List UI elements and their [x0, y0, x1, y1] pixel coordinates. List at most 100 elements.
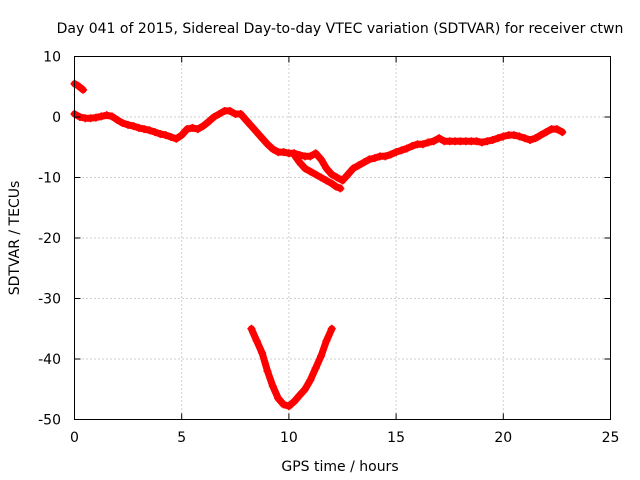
- data-point: [477, 138, 486, 147]
- data-point: [252, 128, 261, 137]
- y-tick-label: -10: [38, 171, 61, 187]
- data-point: [102, 111, 111, 120]
- data-point: [306, 167, 315, 176]
- data-point: [263, 140, 272, 149]
- data-point: [258, 348, 267, 357]
- data-point: [172, 134, 181, 143]
- data-point: [359, 158, 368, 167]
- data-point: [386, 150, 395, 159]
- data-point: [520, 134, 529, 143]
- data-point: [327, 324, 336, 333]
- data-point: [332, 182, 341, 191]
- chart-title: Day 041 of 2015, Sidereal Day-to-day VTE…: [57, 21, 624, 37]
- tick-layer: [74, 56, 611, 420]
- data-point: [279, 400, 288, 409]
- data-point: [418, 140, 427, 149]
- y-tick-label: -50: [38, 413, 61, 429]
- y-tick-label: 10: [43, 50, 61, 66]
- grid-layer: [74, 56, 611, 420]
- data-point: [336, 184, 345, 193]
- data-point: [397, 146, 406, 155]
- data-point: [317, 351, 326, 360]
- data-point: [156, 129, 165, 138]
- data-point: [145, 126, 154, 135]
- data-point: [215, 109, 224, 118]
- data-point: [124, 120, 133, 129]
- data-point: [311, 170, 320, 179]
- data-point: [515, 132, 524, 141]
- data-point: [263, 367, 272, 376]
- x-tick-label: 20: [494, 430, 512, 446]
- data-point: [300, 164, 309, 173]
- data-point: [295, 391, 304, 400]
- y-tick-label: -20: [38, 231, 61, 247]
- data-point: [247, 122, 256, 131]
- data-point: [204, 117, 213, 126]
- data-point: [558, 128, 567, 137]
- data-point: [311, 149, 320, 158]
- x-tick-label: 10: [280, 430, 298, 446]
- data-point: [343, 170, 352, 179]
- data-point: [134, 123, 143, 132]
- data-point: [140, 125, 149, 134]
- data-point: [327, 179, 336, 188]
- data-point: [290, 397, 299, 406]
- data-point: [97, 112, 106, 121]
- data-point: [279, 148, 288, 157]
- data-point: [161, 131, 170, 140]
- data-point: [483, 137, 492, 146]
- data-point: [284, 402, 293, 411]
- data-point: [429, 137, 438, 146]
- data-point: [472, 137, 481, 146]
- data-point: [188, 123, 197, 132]
- data-point: [225, 106, 234, 115]
- data-point: [199, 122, 208, 131]
- x-tick-label: 15: [387, 430, 405, 446]
- data-point: [311, 364, 320, 373]
- data-point: [317, 155, 326, 164]
- data-point: [392, 148, 401, 157]
- x-axis-label: GPS time / hours: [281, 459, 398, 475]
- data-point: [349, 164, 358, 173]
- data-point: [499, 132, 508, 141]
- series-band: [71, 80, 87, 94]
- data-point: [552, 125, 561, 134]
- data-point: [247, 324, 256, 333]
- series-main-track: [70, 106, 567, 185]
- data-point: [252, 336, 261, 345]
- data-point: [268, 382, 277, 391]
- data-point: [434, 134, 443, 143]
- data-point: [209, 113, 218, 121]
- data-point: [295, 158, 304, 167]
- y-axis-label: SDTVAR / TECUs: [7, 181, 23, 296]
- data-point: [488, 135, 497, 144]
- series-band: [247, 325, 336, 410]
- data-point: [242, 116, 251, 125]
- data-point: [268, 145, 277, 154]
- y-tick-label: 0: [52, 110, 61, 126]
- data-point: [300, 385, 309, 394]
- data-point: [236, 109, 245, 118]
- data-point: [333, 173, 342, 182]
- data-point: [493, 134, 502, 143]
- x-tick-label: 0: [70, 430, 79, 446]
- data-point: [193, 125, 202, 134]
- data-point: [402, 144, 411, 153]
- data-point: [510, 131, 519, 140]
- series-band: [71, 107, 566, 184]
- series-band: [291, 152, 344, 192]
- data-point: [129, 122, 138, 131]
- tick-label-layer: 0 5 10 15 20 25 -50 -40 -30 -20 -10 0 10: [38, 50, 619, 447]
- series-short-arc: [70, 79, 88, 94]
- data-point: [322, 336, 331, 345]
- data-point: [79, 85, 88, 94]
- data-point: [408, 142, 417, 151]
- data-point: [118, 119, 127, 128]
- data-point: [113, 116, 122, 125]
- data-point: [354, 161, 363, 170]
- data-point: [531, 134, 540, 143]
- data-point: [338, 176, 347, 185]
- data-point: [317, 173, 326, 182]
- data-point: [166, 132, 175, 141]
- data-point: [327, 170, 336, 179]
